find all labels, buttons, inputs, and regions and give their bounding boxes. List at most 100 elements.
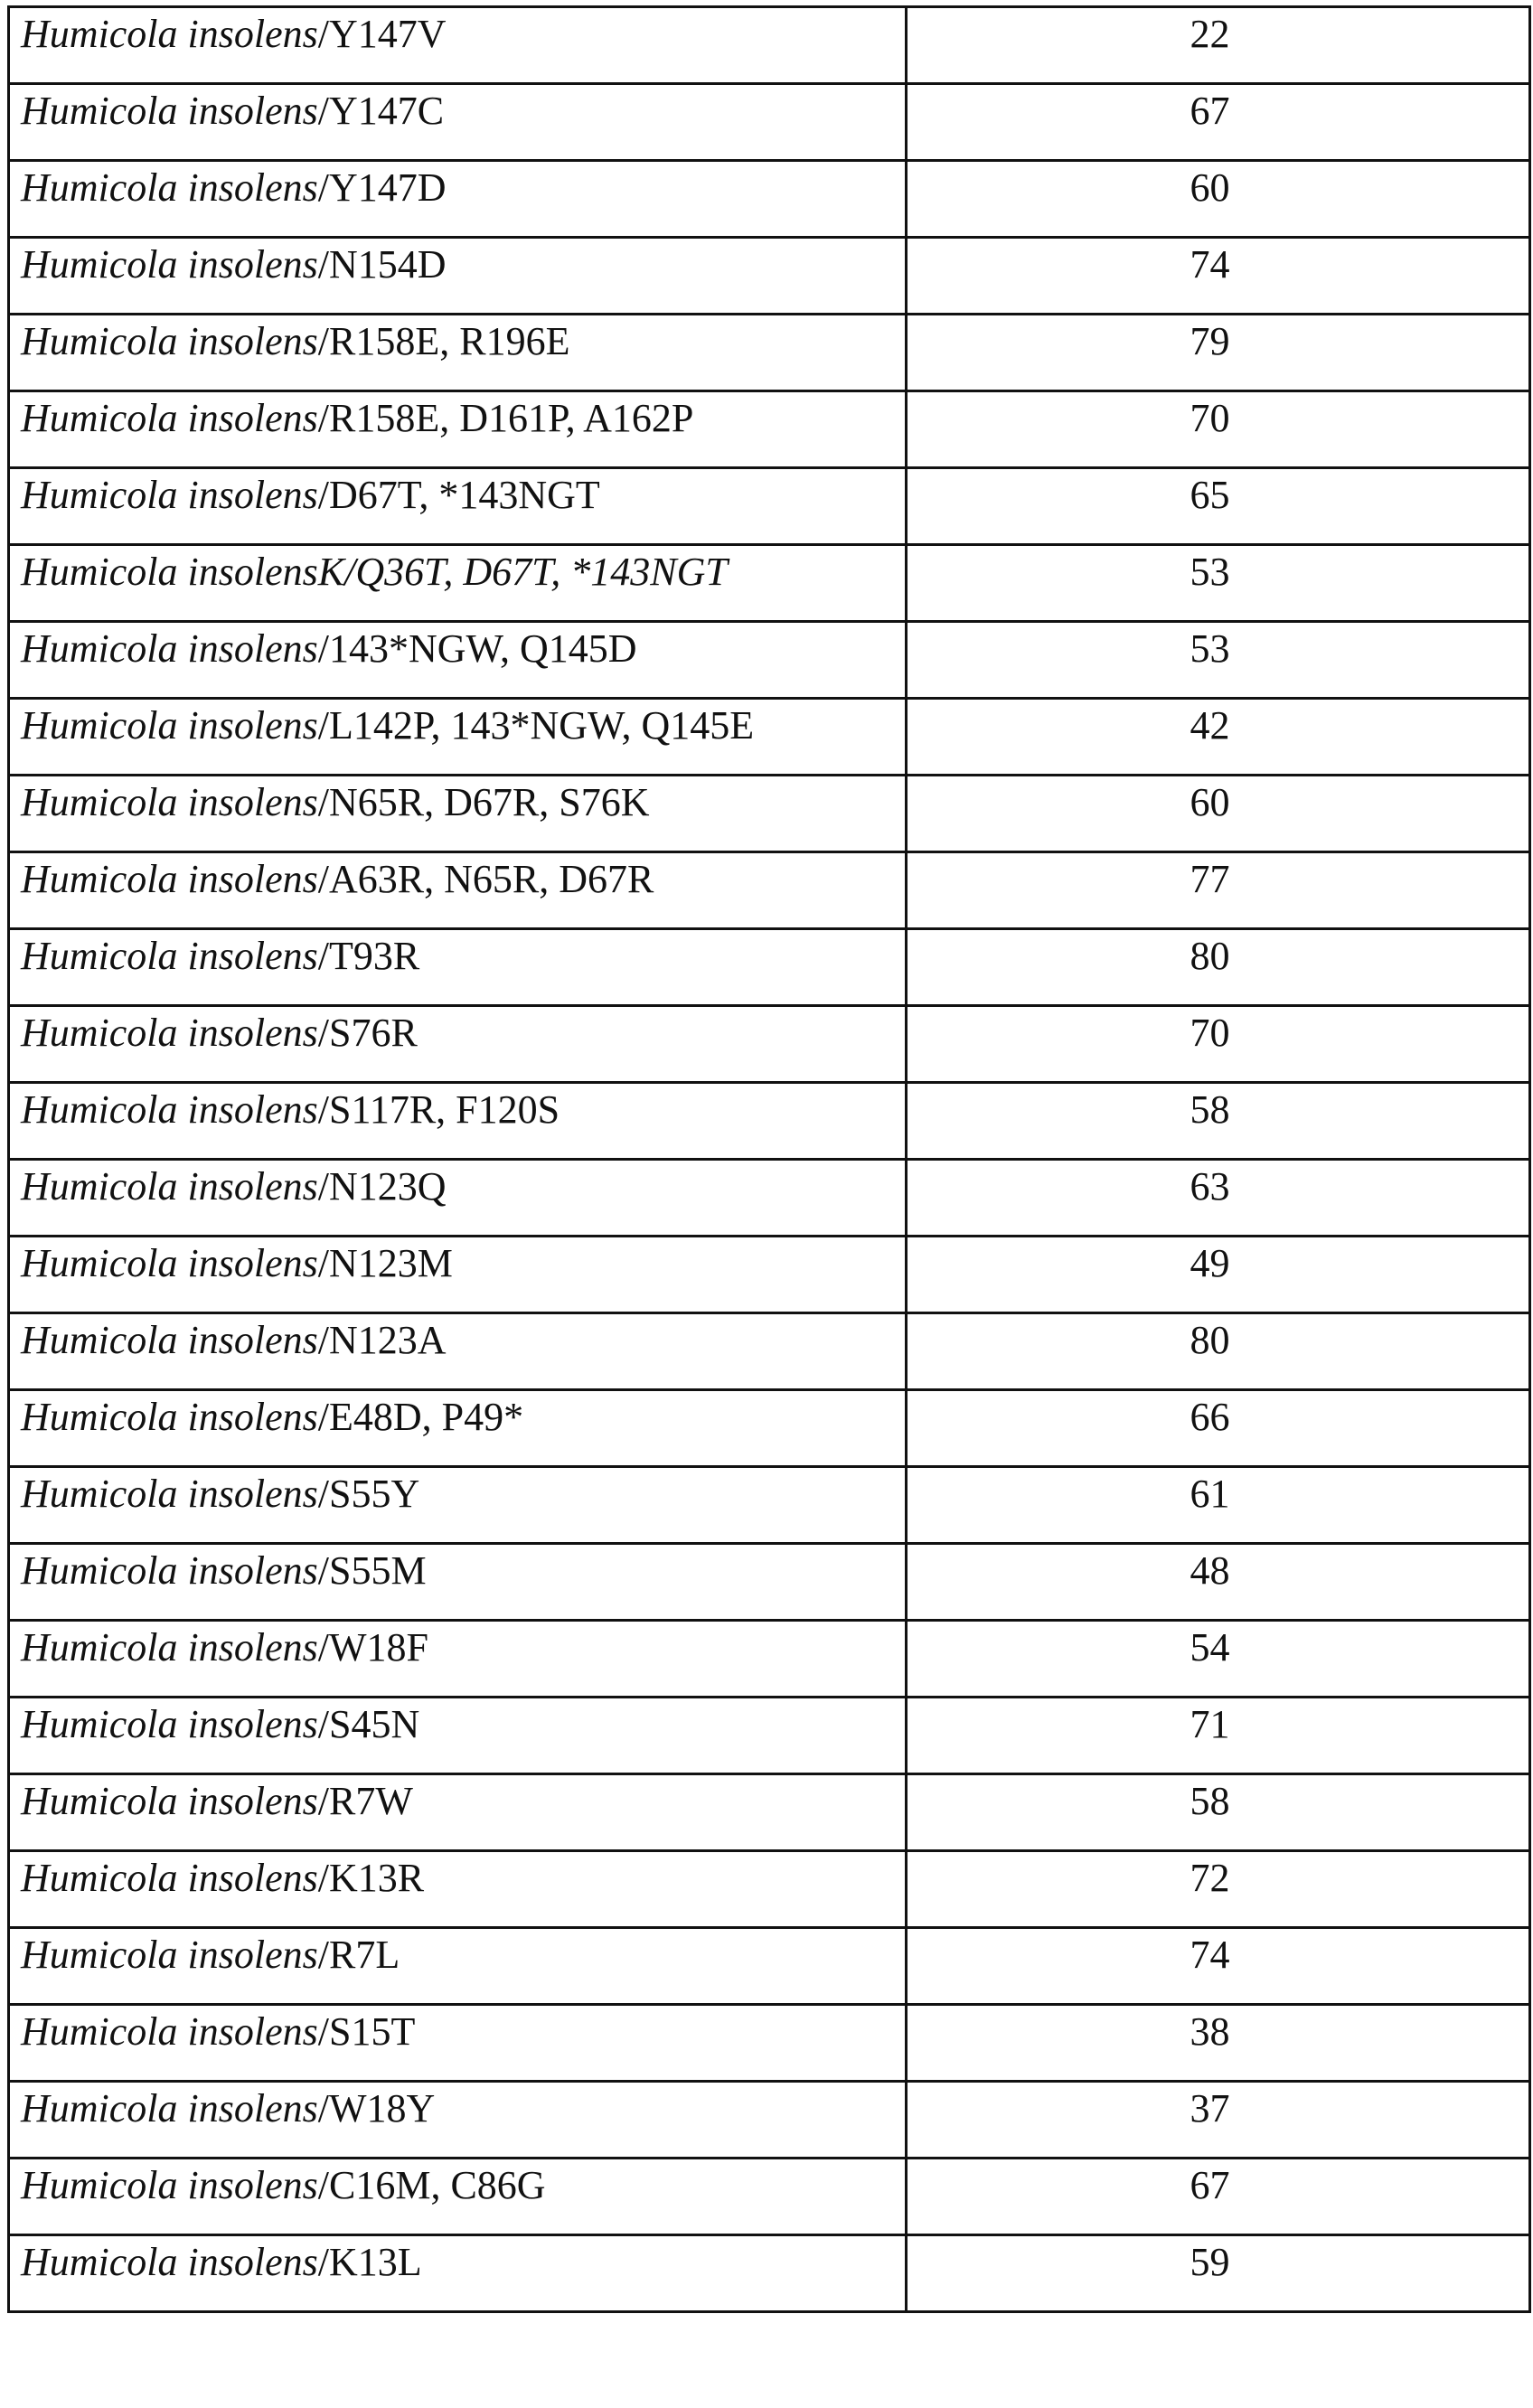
value-cell: 65	[907, 468, 1530, 545]
table-row: Humicola insolens/R7W58	[9, 1774, 1530, 1851]
species-name: Humicola insolens	[21, 165, 318, 210]
species-name: Humicola insolens	[21, 857, 318, 901]
mutation-text: /W18F	[318, 1625, 428, 1670]
mutation-text: /E48D, P49*	[318, 1395, 523, 1439]
variant-cell: Humicola insolens/K13R	[9, 1851, 907, 1928]
value-cell: 72	[907, 1851, 1530, 1928]
variant-cell: Humicola insolens/S45N	[9, 1698, 907, 1774]
table-row: Humicola insolens/R158E, D161P, A162P70	[9, 391, 1530, 468]
species-name: Humicola insolens	[21, 1318, 318, 1362]
species-name: Humicola insolens	[21, 1395, 318, 1439]
mutation-text: /C16M, C86G	[318, 2163, 546, 2207]
table-row: Humicola insolens/A63R, N65R, D67R 77	[9, 852, 1530, 929]
species-name: Humicola insolens	[21, 1164, 318, 1209]
table-row: Humicola insolens/D67T, *143NGT65	[9, 468, 1530, 545]
variant-cell: Humicola insolens/N123A	[9, 1313, 907, 1390]
variant-cell: Humicola insolens/R7L	[9, 1928, 907, 2005]
value-cell: 60	[907, 161, 1530, 238]
variant-cell: Humicola insolens/N123Q	[9, 1160, 907, 1237]
species-name: Humicola insolens	[21, 1702, 318, 1746]
mutation-text: /S55Y	[318, 1472, 419, 1516]
variant-cell: Humicola insolens/R7W	[9, 1774, 907, 1851]
table-row: Humicola insolens/Y147D60	[9, 161, 1530, 238]
variant-cell: Humicola insolens/K13L	[9, 2235, 907, 2312]
table-row: Humicola insolens/S15T38	[9, 2005, 1530, 2082]
variant-cell: Humicola insolens/T93R	[9, 929, 907, 1006]
variant-cell: Humicola insolens/S15T	[9, 2005, 907, 2082]
species-name: Humicola insolens	[21, 934, 318, 978]
table-row: Humicola insolens/K13R72	[9, 1851, 1530, 1928]
mutation-text: /A63R, N65R, D67R	[318, 857, 654, 901]
value-cell: 60	[907, 776, 1530, 852]
value-cell: 48	[907, 1544, 1530, 1621]
table-row: Humicola insolens/N123Q63	[9, 1160, 1530, 1237]
value-cell: 77	[907, 852, 1530, 929]
mutation-text: /N123Q	[318, 1164, 447, 1209]
value-cell: 66	[907, 1390, 1530, 1467]
value-cell: 58	[907, 1774, 1530, 1851]
species-name: Humicola insolens	[21, 626, 318, 671]
table-row: Humicola insolens/S55Y61	[9, 1467, 1530, 1544]
variant-cell: Humicola insolensK/Q36T, D67T, *143NGT	[9, 545, 907, 622]
species-name: Humicola insolens	[21, 2009, 318, 2054]
mutation-text: /W18Y	[318, 2086, 436, 2131]
variant-cell: Humicola insolens/E48D, P49*	[9, 1390, 907, 1467]
value-cell: 53	[907, 545, 1530, 622]
value-cell: 70	[907, 1006, 1530, 1083]
value-cell: 63	[907, 1160, 1530, 1237]
species-name: Humicola insolens	[21, 780, 318, 824]
table-row: Humicola insolens/R158E, R196E79	[9, 315, 1530, 391]
species-name: Humicola insolens	[21, 1779, 318, 1823]
table-row: Humicola insolens/N123M49	[9, 1237, 1530, 1313]
variant-cell: Humicola insolens/R158E, R196E	[9, 315, 907, 391]
value-cell: 74	[907, 238, 1530, 315]
mutation-text: /S45N	[318, 1702, 419, 1746]
value-cell: 58	[907, 1083, 1530, 1160]
variant-cell: Humicola insolens/S76R	[9, 1006, 907, 1083]
table-row: Humicola insolens/C16M, C86G67	[9, 2159, 1530, 2235]
value-cell: 54	[907, 1621, 1530, 1698]
variant-cell: Humicola insolens/W18F	[9, 1621, 907, 1698]
variant-cell: Humicola insolens/C16M, C86G	[9, 2159, 907, 2235]
value-cell: 42	[907, 699, 1530, 776]
table-row: Humicola insolens/N123A80	[9, 1313, 1530, 1390]
mutation-text: /R7L	[318, 1933, 400, 1977]
variant-cell: Humicola insolens/R158E, D161P, A162P	[9, 391, 907, 468]
species-name: Humicola insolens	[21, 1625, 318, 1670]
variant-cell: Humicola insolens/143*NGW, Q145D	[9, 622, 907, 699]
mutation-text: /S55M	[318, 1548, 427, 1593]
value-cell: 70	[907, 391, 1530, 468]
table-row: Humicola insolens/S117R, F120S58	[9, 1083, 1530, 1160]
variant-cell: Humicola insolens/W18Y	[9, 2082, 907, 2159]
variant-cell: Humicola insolens/Y147V	[9, 7, 907, 84]
table-row: Humicola insolens/S55M48	[9, 1544, 1530, 1621]
mutation-text: /R158E, D161P, A162P	[318, 396, 694, 440]
table-row: Humicola insolens/Y147V22	[9, 7, 1530, 84]
species-name: Humicola insolens	[21, 1548, 318, 1593]
mutation-text: /Y147C	[318, 89, 444, 133]
value-cell: 38	[907, 2005, 1530, 2082]
variant-table: Humicola insolens/Y147V22Humicola insole…	[7, 5, 1531, 2313]
value-cell: 22	[907, 7, 1530, 84]
variant-cell: Humicola insolens/Y147D	[9, 161, 907, 238]
variant-cell: Humicola insolens/N154D	[9, 238, 907, 315]
variant-cell: Humicola insolens/Y147C	[9, 84, 907, 161]
table-row: Humicola insolens/S76R70	[9, 1006, 1530, 1083]
variant-cell: Humicola insolens/L142P, 143*NGW, Q145E	[9, 699, 907, 776]
mutation-text: /N65R, D67R, S76K	[318, 780, 650, 824]
variant-cell: Humicola insolens/S55M	[9, 1544, 907, 1621]
mutation-text: /N123A	[318, 1318, 447, 1362]
value-cell: 61	[907, 1467, 1530, 1544]
table-row: Humicola insolens/N65R, D67R, S76K 60	[9, 776, 1530, 852]
table-row: Humicola insolens/E48D, P49*66	[9, 1390, 1530, 1467]
variant-cell: Humicola insolens/S55Y	[9, 1467, 907, 1544]
mutation-text: /S117R, F120S	[318, 1087, 560, 1132]
table-row: Humicola insolens/L142P, 143*NGW, Q145E4…	[9, 699, 1530, 776]
mutation-text: /Y147D	[318, 165, 447, 210]
variant-cell: Humicola insolens/S117R, F120S	[9, 1083, 907, 1160]
mutation-text: /D67T, *143NGT	[318, 473, 600, 517]
mutation-text: /K13R	[318, 1856, 424, 1900]
value-cell: 74	[907, 1928, 1530, 2005]
species-name: Humicola insolens	[21, 550, 318, 594]
species-name: Humicola insolens	[21, 242, 318, 287]
